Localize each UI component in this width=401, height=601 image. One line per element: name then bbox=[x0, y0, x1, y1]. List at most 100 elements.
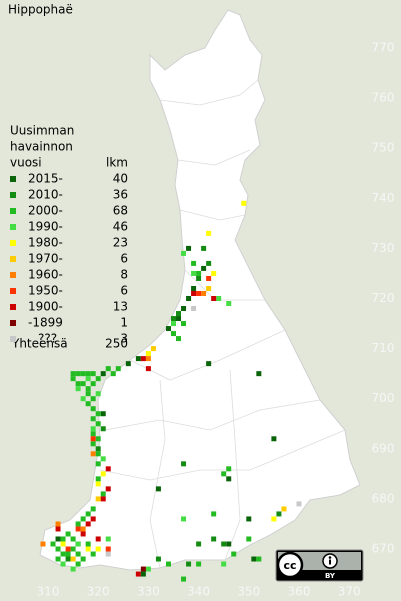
observation-square bbox=[95, 451, 101, 457]
observation-square bbox=[85, 391, 91, 397]
observation-square bbox=[90, 426, 96, 432]
observation-square bbox=[80, 531, 86, 537]
legend-count: 23 bbox=[113, 236, 128, 250]
observation-square bbox=[100, 491, 106, 497]
observation-square bbox=[196, 275, 202, 281]
observation-square bbox=[55, 526, 61, 532]
legend-swatch bbox=[10, 320, 16, 326]
observation-square bbox=[191, 260, 197, 266]
observation-square bbox=[95, 461, 101, 467]
observation-square bbox=[105, 546, 111, 552]
observation-square bbox=[135, 571, 141, 577]
observation-square bbox=[90, 406, 96, 412]
legend-total-label: Yhteensä bbox=[11, 337, 68, 351]
legend-count: 1 bbox=[120, 316, 128, 330]
observation-square bbox=[221, 561, 227, 567]
observation-square bbox=[70, 556, 76, 562]
observation-square bbox=[85, 376, 91, 382]
observation-square bbox=[201, 290, 207, 296]
observation-square bbox=[271, 436, 277, 442]
observation-square bbox=[95, 476, 101, 482]
observation-square bbox=[90, 436, 96, 442]
legend-count: 68 bbox=[113, 204, 128, 218]
observation-square bbox=[246, 516, 252, 522]
observation-square bbox=[80, 396, 86, 402]
x-tick-label: 320 bbox=[87, 585, 110, 599]
y-tick-label: 680 bbox=[372, 491, 395, 505]
license-badge: cc BY bbox=[275, 549, 364, 582]
x-tick-label: 340 bbox=[187, 585, 210, 599]
observation-square bbox=[85, 401, 91, 407]
observation-square bbox=[75, 381, 81, 387]
observation-square bbox=[55, 556, 61, 562]
observation-square bbox=[206, 285, 212, 291]
observation-square bbox=[85, 371, 91, 377]
observation-square bbox=[196, 290, 202, 296]
observation-square bbox=[60, 536, 66, 542]
observation-square bbox=[145, 566, 151, 572]
legend-count: 46 bbox=[113, 220, 128, 234]
observation-square bbox=[140, 356, 146, 362]
observation-square bbox=[90, 371, 96, 377]
observation-square bbox=[181, 576, 187, 582]
cc-text: cc bbox=[283, 559, 296, 572]
y-tick-label: 740 bbox=[372, 191, 395, 205]
legend-heading: Uusimman bbox=[10, 124, 74, 138]
observation-square bbox=[75, 541, 81, 547]
legend-swatch bbox=[10, 208, 16, 214]
observation-square bbox=[70, 536, 76, 542]
observation-square bbox=[191, 285, 197, 291]
observation-square bbox=[90, 396, 96, 402]
observation-square bbox=[95, 436, 101, 442]
observation-square bbox=[100, 471, 106, 477]
x-tick-label: 370 bbox=[338, 585, 361, 599]
observation-square bbox=[186, 296, 192, 301]
observation-square bbox=[80, 526, 86, 532]
observation-square bbox=[55, 546, 61, 552]
observation-square bbox=[226, 476, 232, 482]
observation-square bbox=[80, 371, 86, 377]
observation-square bbox=[70, 566, 76, 572]
observation-square bbox=[165, 326, 171, 332]
observation-square bbox=[181, 250, 187, 256]
observation-square bbox=[70, 546, 76, 552]
observation-square bbox=[206, 275, 212, 281]
observation-square bbox=[60, 541, 66, 547]
observation-square bbox=[211, 270, 217, 276]
observation-square bbox=[181, 516, 187, 522]
observation-square bbox=[100, 496, 106, 502]
observation-square bbox=[75, 561, 81, 567]
observation-square bbox=[55, 521, 61, 527]
observation-square bbox=[80, 556, 86, 562]
legend-count: 6 bbox=[120, 252, 128, 266]
observation-square bbox=[196, 270, 202, 276]
axes: 310 320 330 340 350 360 3707707607507407307207… bbox=[37, 41, 395, 599]
observation-square bbox=[251, 556, 257, 562]
x-tick-label: 310 bbox=[37, 585, 60, 599]
observation-square bbox=[186, 245, 192, 251]
observation-square bbox=[256, 371, 262, 377]
observation-square bbox=[176, 311, 182, 317]
legend-total: 250 bbox=[105, 337, 128, 351]
observation-square bbox=[95, 411, 101, 417]
observation-square bbox=[171, 321, 176, 327]
observation-square bbox=[216, 296, 222, 301]
observation-square bbox=[100, 426, 106, 432]
observation-square bbox=[65, 556, 71, 562]
observation-square bbox=[95, 391, 101, 397]
y-tick-label: 700 bbox=[372, 391, 395, 405]
legend-label: 1960- bbox=[28, 268, 63, 282]
observation-square bbox=[181, 461, 187, 467]
observation-square bbox=[110, 371, 116, 377]
observation-square bbox=[60, 551, 66, 557]
legend-swatch bbox=[10, 240, 16, 246]
legend-swatch bbox=[10, 224, 16, 230]
legend-label: ??? bbox=[38, 332, 57, 346]
observation-square bbox=[95, 446, 101, 452]
observation-square bbox=[65, 551, 71, 557]
observation-square bbox=[105, 466, 111, 472]
observation-square bbox=[90, 451, 96, 457]
observation-square bbox=[60, 561, 66, 567]
observation-square bbox=[191, 290, 197, 296]
observation-square bbox=[221, 471, 227, 477]
